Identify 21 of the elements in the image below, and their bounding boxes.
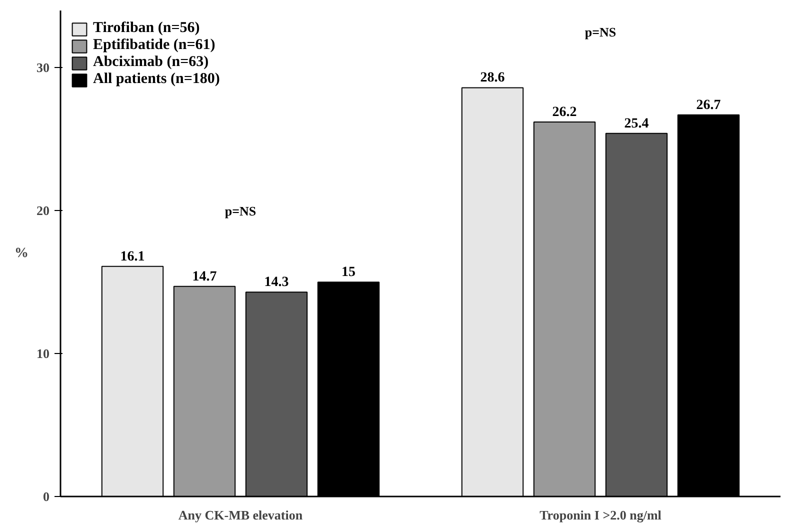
data-label: 26.2 xyxy=(552,104,577,120)
y-tick-label: 30 xyxy=(36,60,50,76)
y-axis-title: % xyxy=(14,246,28,261)
y-tick-label: 20 xyxy=(36,203,50,218)
data-label: 28.6 xyxy=(480,70,505,86)
annotation: p=NS xyxy=(224,203,256,218)
legend-label: All patients (n=180) xyxy=(93,71,220,88)
data-label: 16.1 xyxy=(120,249,145,264)
y-tick-label: 0 xyxy=(43,489,50,504)
legend-label: Tirofiban (n=56) xyxy=(93,20,200,37)
y-tick-label: 10 xyxy=(36,346,50,362)
data-label: 26.7 xyxy=(696,98,721,113)
data-label: 14.3 xyxy=(264,275,289,290)
x-tick-label: Any CK-MB elevation xyxy=(178,508,304,522)
legend-label: Abciximab (n=63) xyxy=(93,54,209,71)
data-label: 14.7 xyxy=(192,269,217,284)
data-label: 15 xyxy=(342,265,356,280)
data-label: 25.4 xyxy=(624,116,649,132)
x-tick-label: Troponin I >2.0 ng/ml xyxy=(540,508,662,522)
annotation: p=NS xyxy=(584,24,616,40)
legend-label: Eptifibatide (n=61) xyxy=(93,37,216,54)
